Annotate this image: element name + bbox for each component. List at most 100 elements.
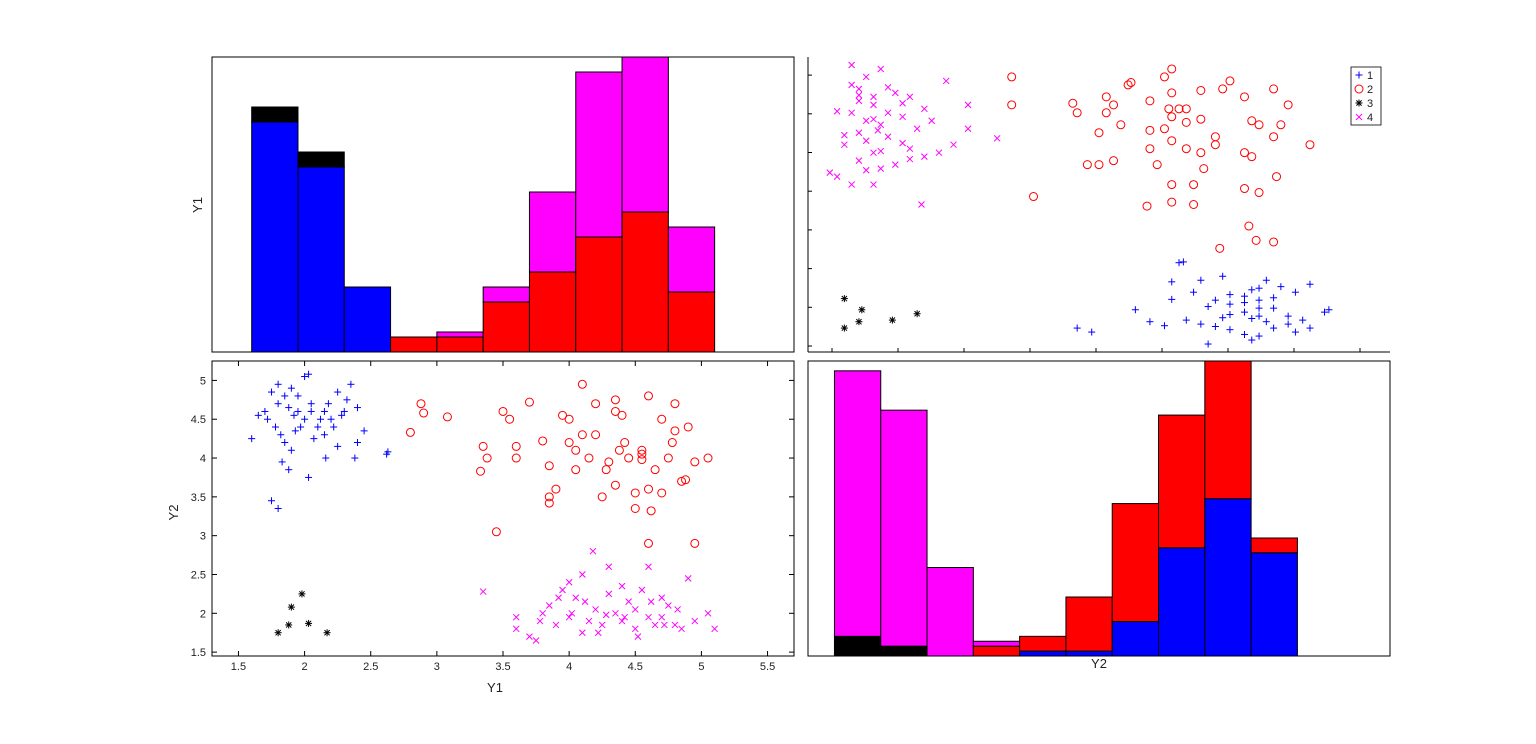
hist-bar-class-1 xyxy=(1250,552,1298,657)
point-class-1 xyxy=(305,473,313,481)
point-class-4 xyxy=(526,633,533,640)
point-class-4 xyxy=(862,166,870,174)
marker-d2 xyxy=(645,613,652,621)
point-class-2 xyxy=(482,453,492,463)
plot-area xyxy=(211,360,795,657)
legend-label: 2 xyxy=(1367,84,1373,96)
marker-d2 xyxy=(555,594,562,602)
hist-bar-class-2 xyxy=(1158,414,1206,549)
point-class-4 xyxy=(647,598,655,606)
point-class-2 xyxy=(524,397,534,407)
point-class-2 xyxy=(1007,72,1017,82)
x-tick-label: 4 xyxy=(566,661,572,673)
point-class-2 xyxy=(610,406,620,416)
point-class-1 xyxy=(1226,300,1234,308)
point-class-3 xyxy=(274,629,282,637)
marker-d2 xyxy=(565,613,573,621)
point-class-1 xyxy=(1226,291,1234,299)
scatter-y2-vs-y1-panel: 1 2 3 4 xyxy=(807,57,1390,353)
point-class-4 xyxy=(884,109,892,117)
point-class-1 xyxy=(343,396,351,404)
marker-d2 xyxy=(605,590,613,598)
point-class-2 xyxy=(571,465,581,475)
marker-d2 xyxy=(874,126,882,134)
marker-d2 xyxy=(964,101,972,109)
marker-d2 xyxy=(651,621,659,629)
point-class-1 xyxy=(301,373,309,381)
point-class-1 xyxy=(1226,326,1234,334)
point-class-2 xyxy=(1196,85,1206,95)
point-class-2 xyxy=(1254,120,1264,130)
point-class-4 xyxy=(645,613,652,621)
point-class-1 xyxy=(285,466,293,474)
legend-label: 1 xyxy=(1367,70,1373,82)
point-class-1 xyxy=(291,427,299,435)
point-class-1 xyxy=(1190,288,1198,296)
point-class-2 xyxy=(1305,140,1315,150)
point-class-2 xyxy=(1167,136,1177,146)
point-class-4 xyxy=(671,621,679,629)
point-class-1 xyxy=(254,411,262,419)
marker-d2 xyxy=(298,590,305,597)
point-class-4 xyxy=(848,81,856,89)
marker-d2 xyxy=(658,594,666,602)
point-class-1 xyxy=(320,431,328,439)
hist-bar-class-2 xyxy=(482,301,530,353)
point-class-1 xyxy=(1277,283,1285,291)
point-class-4 xyxy=(512,625,520,633)
hist-bar-class-2 xyxy=(667,291,716,353)
point-class-2 xyxy=(416,399,426,409)
hist-bar-class-2 xyxy=(621,211,669,353)
hist-bar-class-4 xyxy=(667,226,716,293)
point-class-1 xyxy=(1211,296,1219,304)
point-class-4 xyxy=(855,85,863,93)
marker-d2 xyxy=(634,633,642,640)
point-class-1 xyxy=(1219,314,1227,322)
hist-bar-class-2 xyxy=(1065,596,1113,652)
point-class-2 xyxy=(1101,108,1111,118)
point-class-4 xyxy=(906,145,914,153)
point-class-2 xyxy=(577,430,587,440)
point-class-1 xyxy=(1255,304,1263,312)
point-class-1 xyxy=(277,431,285,439)
point-class-4 xyxy=(993,134,1001,142)
point-class-2 xyxy=(505,414,515,424)
point-class-2 xyxy=(637,449,647,459)
point-class-4 xyxy=(605,590,613,598)
marker-d2 xyxy=(855,85,863,93)
point-class-2 xyxy=(544,492,554,502)
point-class-4 xyxy=(877,165,885,172)
point-class-4 xyxy=(855,91,863,99)
point-class-2 xyxy=(1174,104,1184,114)
point-class-1 xyxy=(316,415,324,423)
point-class-2 xyxy=(1145,96,1155,106)
point-class-2 xyxy=(544,498,554,508)
point-class-1 xyxy=(1241,292,1248,300)
point-class-4 xyxy=(572,594,580,602)
point-class-4 xyxy=(921,153,928,161)
marker-d2 xyxy=(914,310,921,317)
point-class-2 xyxy=(637,455,647,465)
marker-d2 xyxy=(855,91,863,99)
point-class-4 xyxy=(918,201,925,208)
point-class-4 xyxy=(884,133,892,141)
point-class-1 xyxy=(1160,322,1168,330)
point-class-4 xyxy=(638,586,646,594)
point-class-2 xyxy=(657,414,667,424)
point-class-4 xyxy=(512,613,520,621)
point-class-4 xyxy=(602,611,610,619)
point-class-4 xyxy=(848,181,856,188)
point-class-1 xyxy=(354,404,361,412)
point-class-2 xyxy=(650,465,660,475)
x-tick-label: 2.5 xyxy=(363,661,378,673)
point-class-2 xyxy=(1269,84,1279,94)
point-class-1 xyxy=(1284,320,1292,328)
point-class-2 xyxy=(677,476,687,486)
point-class-4 xyxy=(950,141,957,149)
marker-d2 xyxy=(899,139,906,147)
point-class-2 xyxy=(1196,148,1206,158)
marker-d2 xyxy=(884,133,892,141)
hist-bar-class-3 xyxy=(251,106,299,123)
point-class-2 xyxy=(1196,114,1206,124)
hist-bar-class-2 xyxy=(1250,537,1298,554)
